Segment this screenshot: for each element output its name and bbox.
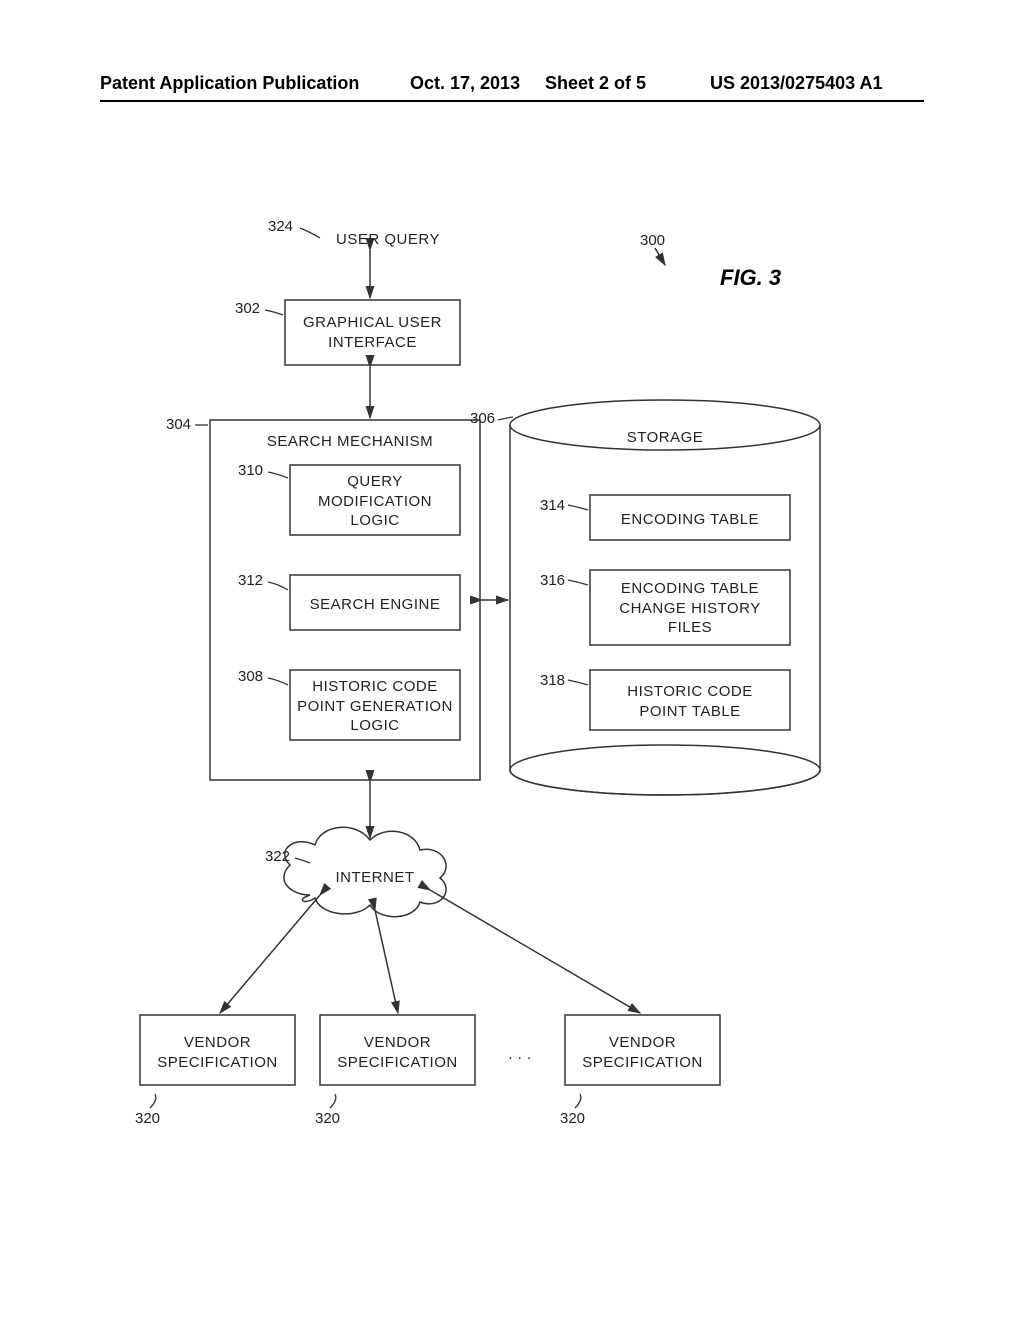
user-query-label: USER QUERY xyxy=(328,230,448,250)
query-mod-label: QUERY MODIFICATION LOGIC xyxy=(295,472,455,531)
ref-302: 302 xyxy=(235,300,260,317)
ref-322: 322 xyxy=(265,848,290,865)
ref-312: 312 xyxy=(238,572,263,589)
ref-310: 310 xyxy=(238,462,263,479)
ref-316: 316 xyxy=(540,572,565,589)
gui-label: GRAPHICAL USER INTERFACE xyxy=(290,313,455,352)
vendor1-label: VENDOR SPECIFICATION xyxy=(145,1033,290,1072)
historic-gen-label: HISTORIC CODE POINT GENERATION LOGIC xyxy=(295,677,455,736)
internet-label: INTERNET xyxy=(330,868,420,888)
ref-320c: 320 xyxy=(560,1110,585,1127)
ref-300: 300 xyxy=(640,232,665,249)
search-engine-label: SEARCH ENGINE xyxy=(295,595,455,615)
historic-table-label: HISTORIC CODE POINT TABLE xyxy=(595,682,785,721)
page: Patent Application Publication Oct. 17, … xyxy=(0,0,1024,1320)
ref-320b: 320 xyxy=(315,1110,340,1127)
search-mechanism-label: SEARCH MECHANISM xyxy=(250,432,450,452)
ref-306: 306 xyxy=(470,410,495,427)
encoding-table-label: ENCODING TABLE xyxy=(595,510,785,530)
ref-314: 314 xyxy=(540,497,565,514)
ref-304: 304 xyxy=(166,416,191,433)
ref-318: 318 xyxy=(540,672,565,689)
ref-324: 324 xyxy=(268,218,293,235)
ellipsis-label: . . . xyxy=(495,1045,545,1065)
ref-320a: 320 xyxy=(135,1110,160,1127)
storage-label: STORAGE xyxy=(605,428,725,448)
encoding-history-label: ENCODING TABLE CHANGE HISTORY FILES xyxy=(595,579,785,638)
ref-308: 308 xyxy=(238,668,263,685)
vendor3-label: VENDOR SPECIFICATION xyxy=(570,1033,715,1072)
vendor2-label: VENDOR SPECIFICATION xyxy=(325,1033,470,1072)
